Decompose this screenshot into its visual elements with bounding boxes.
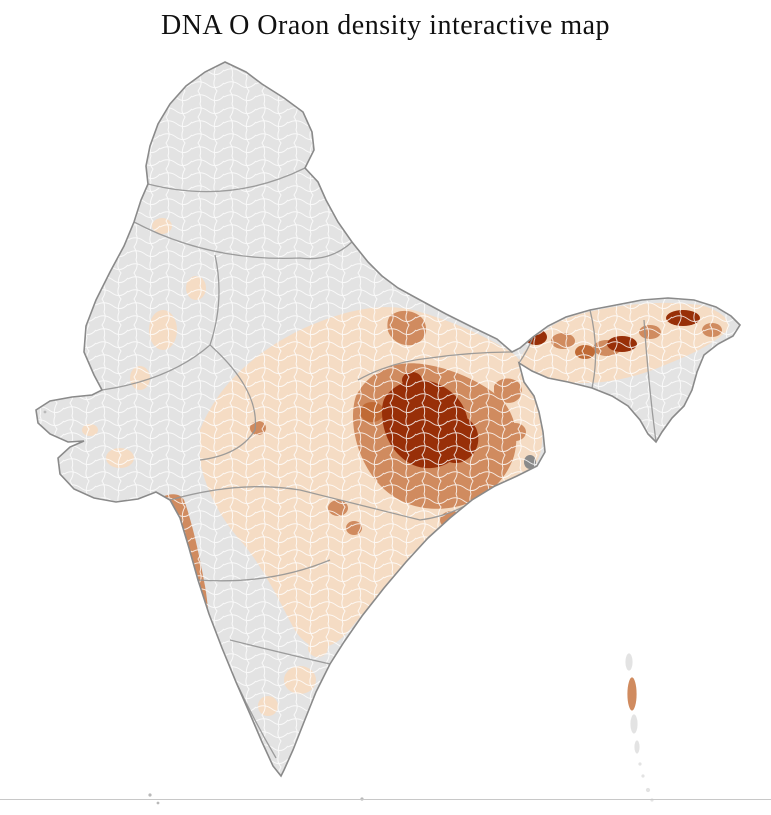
andaman-nicobar-islands[interactable] bbox=[624, 652, 655, 803]
bottom-divider bbox=[0, 799, 771, 800]
district-borders-mesh bbox=[36, 62, 740, 776]
page-title: DNA O Oraon density interactive map bbox=[160, 10, 611, 41]
india-outline bbox=[35, 61, 742, 778]
